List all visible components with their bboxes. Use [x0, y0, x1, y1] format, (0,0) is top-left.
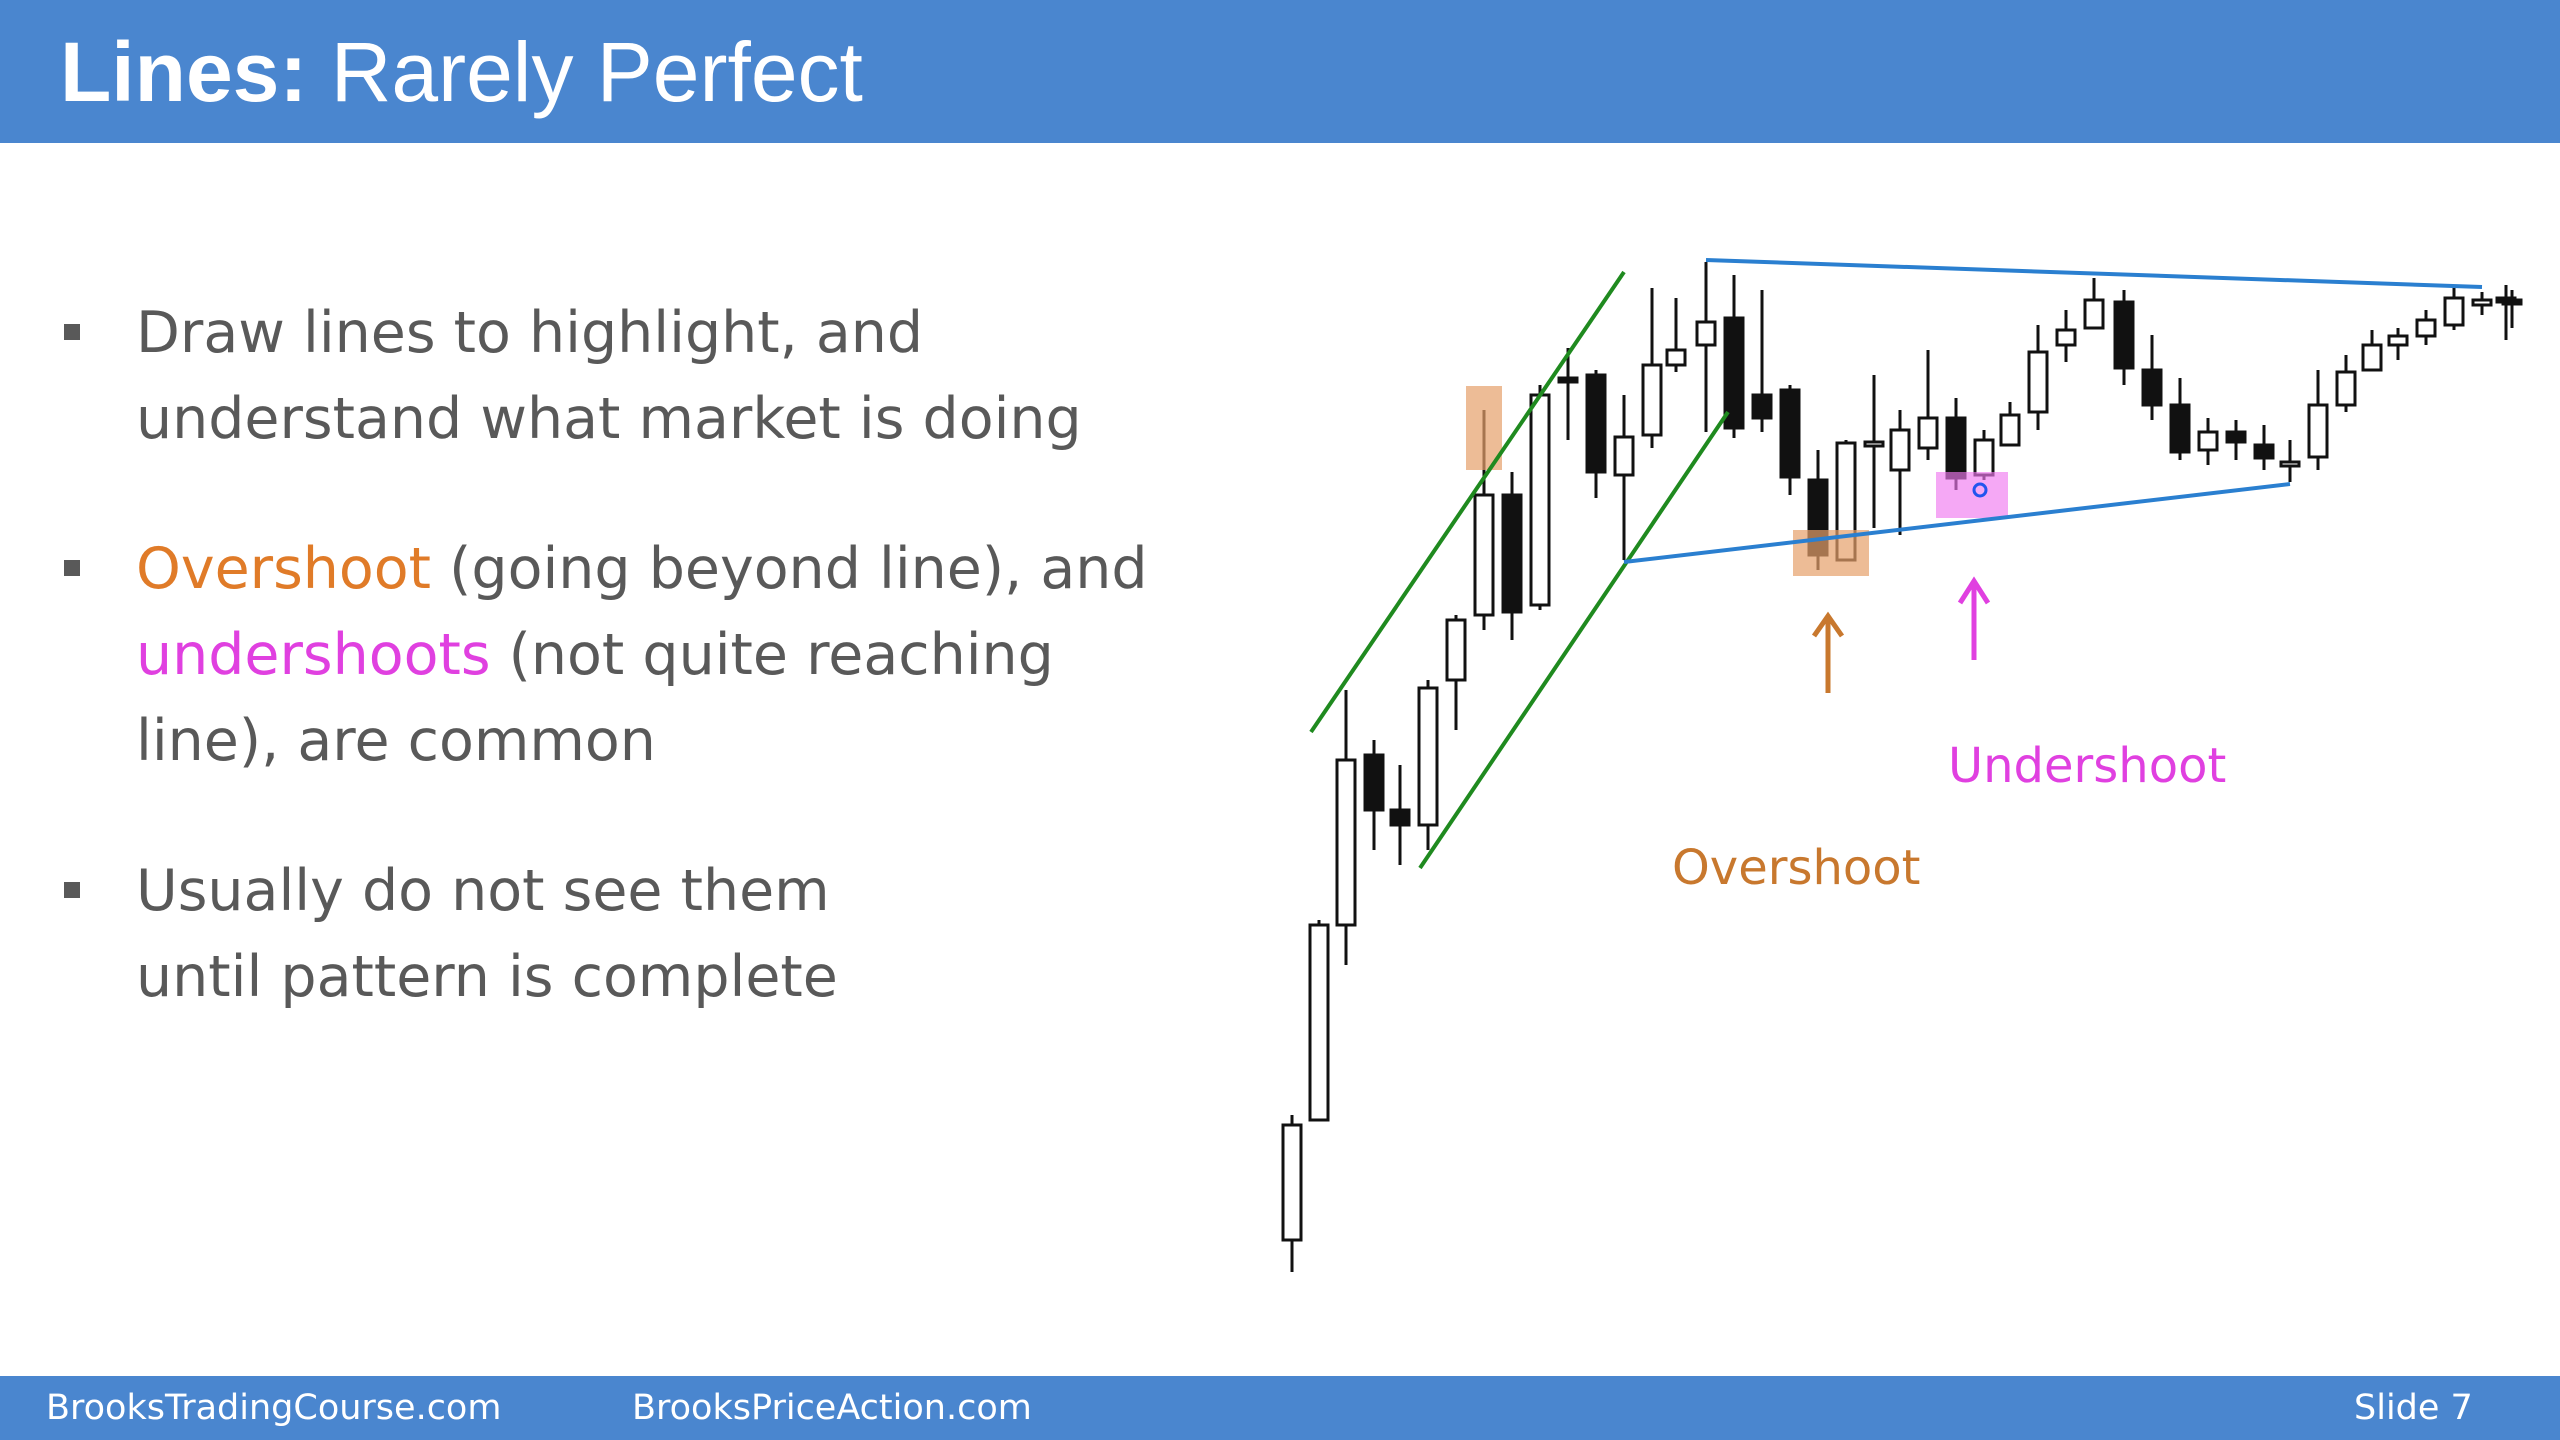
bullet-1-line-1: Draw lines to highlight, and [136, 300, 924, 366]
bullet-item-2: Overshoot (going beyond line), and under… [60, 526, 1210, 784]
candle-bull [2279, 460, 2301, 468]
channel-line-upper [1309, 270, 1626, 734]
candle-bear [2169, 403, 2191, 454]
candle-bear [2253, 443, 2275, 460]
undershoot-label: Undershoot [1948, 738, 2227, 794]
candle-bull [1335, 758, 1357, 927]
candle-bull [2387, 334, 2409, 347]
bullet-1-line-2: understand what market is doing [136, 386, 1082, 452]
channel-line-lower [1418, 410, 1730, 870]
candle-bull [1445, 618, 1467, 682]
candle-bull [2055, 328, 2077, 347]
candle-bull [1889, 428, 1911, 472]
triangle-line-bottom [1623, 482, 2291, 564]
bullet-square-icon [64, 560, 80, 576]
bullet-2-line-1: Overshoot (going beyond line), and [136, 526, 1210, 612]
candle-bear [1751, 393, 1773, 420]
candle-bear [2225, 430, 2247, 444]
bullet-2-line-2-rest: (not quite reaching [490, 622, 1054, 688]
candle-bull [2415, 318, 2437, 338]
candle-bear [2501, 298, 2523, 306]
candle-bull [1473, 493, 1495, 617]
candle-bull [1665, 348, 1687, 367]
candlestick-chart [1281, 258, 2523, 1272]
candle-bull [1999, 413, 2021, 447]
candle-bull [1863, 440, 1885, 448]
bullet-2-line-2: undershoots (not quite reaching [136, 612, 1210, 698]
candle-bull [2443, 296, 2465, 327]
candle-bear [2113, 300, 2135, 370]
candle-bear [1389, 808, 1411, 827]
candle-bull [1281, 1123, 1303, 1242]
candle-bear [1945, 416, 1967, 480]
footer-left-link[interactable]: BrooksTradingCourse.com [46, 1388, 502, 1428]
candle-bull [2027, 350, 2049, 414]
bullet-item-1: Draw lines to highlight, and understand … [60, 290, 1210, 462]
overshoot-label: Overshoot [1672, 840, 1921, 896]
candle-bull [1417, 686, 1439, 827]
candle-bull [1695, 320, 1717, 347]
candle-bear [1585, 373, 1607, 474]
title-bar: Lines: Rarely Perfect [0, 0, 2560, 143]
triangle-line-top [1705, 258, 2483, 289]
overshoot-arrow [1811, 611, 1845, 693]
candle-bull [2083, 298, 2105, 330]
candle-bear [1557, 376, 1579, 384]
bullet-2-line-1-rest: (going beyond line), and [431, 536, 1148, 602]
candle-bull [2197, 430, 2219, 452]
candle-bull [2307, 403, 2329, 459]
candle-bull [1641, 363, 1663, 437]
bullet-3-line-2: until pattern is complete [136, 944, 838, 1010]
candle-bull [1917, 416, 1939, 450]
overshoot-word: Overshoot [136, 536, 432, 602]
bullet-item-3: Usually do not see them until pattern is… [60, 848, 1210, 1020]
overshoot-highlight [1466, 386, 1502, 470]
undershoots-word: undershoots [136, 622, 491, 688]
candle-bull [1308, 923, 1330, 1122]
footer-center-link[interactable]: BrooksPriceAction.com [632, 1388, 1032, 1428]
bullet-square-icon [64, 324, 80, 340]
candle-bull [2471, 298, 2493, 307]
candle-bear [2141, 368, 2163, 407]
title-rest: Rarely Perfect [307, 25, 863, 119]
title-bold: Lines: [60, 25, 308, 119]
candle-bear [1501, 493, 1523, 614]
footer-bar: BrooksTradingCourse.com BrooksPriceActio… [0, 1376, 2560, 1440]
candles-group [1281, 262, 2523, 1272]
undershoot-arrow [1957, 576, 1991, 660]
candle-bull [1613, 435, 1635, 477]
candle-bull [1973, 438, 1995, 477]
slide-number: Slide 7 [2354, 1388, 2473, 1428]
bullet-square-icon [64, 882, 80, 898]
slide-title: Lines: Rarely Perfect [60, 22, 863, 122]
candle-bear [1363, 753, 1385, 812]
undershoot-marker [1972, 482, 1988, 498]
undershoot-highlight [1936, 472, 2008, 518]
candle-bull [1529, 393, 1551, 607]
bullet-3-line-1: Usually do not see them [136, 858, 830, 924]
candle-bear [1723, 316, 1745, 430]
candle-bull [2361, 343, 2383, 372]
candle-bear [1779, 388, 1801, 479]
bullet-list: Draw lines to highlight, and understand … [60, 290, 1210, 1084]
bullet-2-line-3: line), are common [136, 708, 656, 774]
candle-bull [2335, 370, 2357, 407]
